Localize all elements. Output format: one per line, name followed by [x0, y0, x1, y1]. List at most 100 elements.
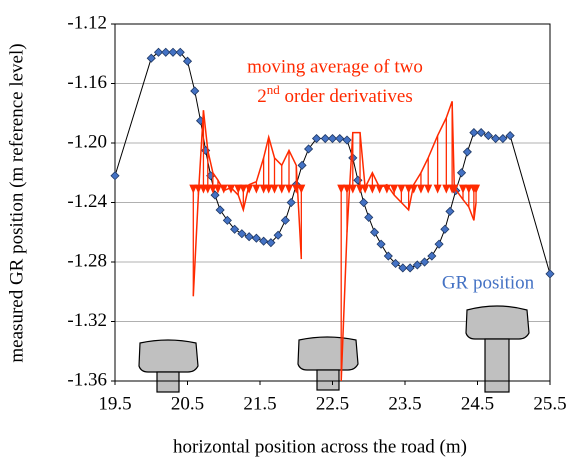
marker	[505, 130, 515, 141]
y-axis-label: measured GR position (m reference level)	[6, 43, 27, 362]
marker	[469, 128, 479, 138]
stem-arrow	[397, 184, 406, 194]
x-tick-label: 24.5	[461, 393, 494, 414]
marker	[545, 269, 555, 279]
stem-arrow	[277, 184, 286, 194]
annotation-part: nd	[267, 82, 281, 97]
annotation: 2nd order derivatives	[257, 82, 412, 107]
rail-head	[465, 305, 530, 340]
stem-arrow	[464, 184, 473, 194]
annotation-part: 2	[257, 86, 267, 107]
marker	[359, 197, 369, 208]
marker	[251, 233, 261, 243]
stem-arrow	[442, 184, 451, 194]
marker	[266, 238, 276, 248]
marker	[110, 171, 120, 181]
rail-icons	[138, 305, 530, 393]
stem-arrow	[472, 184, 481, 194]
marker	[483, 130, 493, 141]
legend-label: GR position	[442, 272, 535, 293]
marker	[327, 133, 338, 144]
stem-arrow	[368, 184, 377, 194]
marker	[304, 144, 314, 154]
x-tick-label: 20.5	[171, 393, 204, 414]
marker	[280, 215, 290, 225]
stem-arrow	[203, 184, 212, 194]
stem-arrow	[259, 184, 268, 194]
marker	[230, 224, 240, 234]
stem-arrow	[433, 184, 442, 194]
marker	[168, 47, 178, 57]
stem-arrow	[213, 184, 222, 194]
y-tick-label: -1.28	[67, 250, 107, 271]
marker	[445, 206, 455, 216]
marker	[342, 135, 352, 145]
y-tick-label: -1.32	[67, 310, 107, 331]
x-tick-label: 22.5	[316, 393, 349, 414]
rail-web	[316, 369, 340, 391]
y-tick-label: -1.24	[67, 191, 107, 212]
marker	[190, 86, 200, 96]
x-tick-label: 25.5	[533, 393, 566, 414]
y-tick-label: -1.36	[67, 369, 107, 390]
stem-arrow	[297, 184, 306, 194]
marker	[420, 257, 430, 267]
x-tick-label: 23.5	[388, 393, 421, 414]
marker	[175, 47, 185, 57]
y-tick-label: -1.16	[67, 72, 107, 93]
stem-arrow	[285, 184, 293, 194]
stem-arrow	[239, 184, 248, 194]
series-line	[192, 101, 477, 382]
rail-web	[156, 371, 180, 393]
x-tick-label: 19.5	[98, 393, 131, 414]
rail-head	[297, 336, 359, 371]
stem-arrow	[189, 184, 198, 194]
marker	[153, 47, 164, 57]
marker	[376, 239, 386, 249]
stem-arrow	[409, 184, 418, 194]
x-axis-label: horizontal position across the road (m)	[173, 436, 467, 457]
marker	[244, 232, 254, 242]
marker	[391, 258, 401, 269]
marker	[456, 168, 467, 178]
marker	[182, 56, 193, 66]
marker	[146, 53, 156, 63]
stem-arrow	[234, 184, 243, 194]
marker	[476, 128, 486, 138]
stem-arrow	[208, 184, 217, 194]
stem-arrow	[270, 184, 279, 194]
marker	[273, 230, 283, 240]
rail-head	[138, 339, 199, 373]
y-tick-label: -1.12	[67, 12, 107, 33]
stem-arrow	[450, 184, 459, 194]
marker	[405, 263, 415, 273]
marker	[434, 239, 444, 249]
marker	[412, 260, 422, 270]
marker	[161, 47, 171, 57]
marker	[320, 133, 330, 144]
stem-arrow	[424, 184, 433, 194]
y-tick-label: -1.20	[67, 131, 107, 152]
marker	[286, 197, 296, 208]
marker	[498, 133, 508, 144]
marker	[398, 263, 408, 273]
marker	[369, 227, 380, 237]
stem-arrow	[404, 184, 413, 194]
marker	[215, 205, 225, 215]
marker	[427, 251, 437, 261]
marker	[222, 215, 232, 225]
annotation-part: order derivatives	[280, 86, 413, 107]
stem-arrow	[337, 184, 346, 194]
rail-web	[484, 338, 510, 393]
marker	[297, 160, 307, 170]
stem-arrow	[459, 184, 467, 194]
stem-arrow	[390, 184, 399, 194]
x-tick-label: 21.5	[243, 393, 276, 414]
marker	[259, 236, 269, 246]
stem-arrow	[252, 184, 261, 194]
marker	[462, 147, 472, 157]
marker	[311, 133, 322, 144]
marker	[237, 229, 247, 239]
marker	[364, 212, 374, 222]
